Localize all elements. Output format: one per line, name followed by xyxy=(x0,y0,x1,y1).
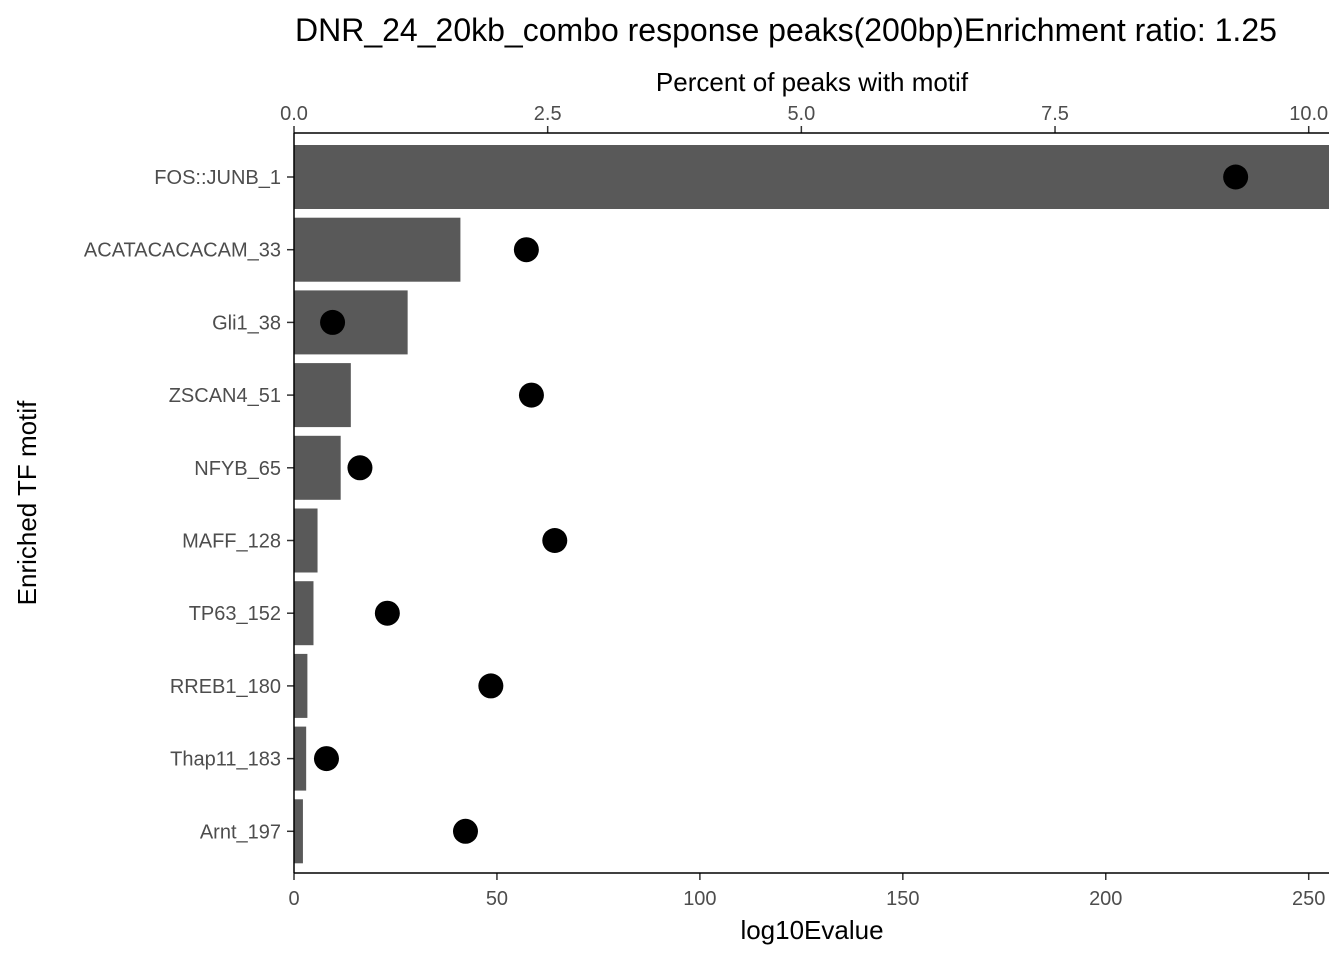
bottom-tick-label: 250 xyxy=(1292,888,1325,910)
points-layer xyxy=(313,164,1249,844)
y-tick-label: ZSCAN4_51 xyxy=(169,385,281,407)
y-tick-label: MAFF_128 xyxy=(182,531,281,553)
top-tick-label: 7.5 xyxy=(1041,103,1069,125)
bar-5 xyxy=(294,508,318,573)
bar-9 xyxy=(294,799,303,864)
bottom-tick-label: 150 xyxy=(886,888,919,910)
point-4 xyxy=(347,455,373,481)
top-tick-label: 2.5 xyxy=(534,103,562,125)
y-tick-label: Gli1_38 xyxy=(212,312,281,334)
y-tick-label: Arnt_197 xyxy=(200,821,281,843)
y-tick-label: NFYB_65 xyxy=(194,458,281,480)
y-tick-label: RREB1_180 xyxy=(170,676,281,698)
y-axis: FOS::JUNB_1ACATACACACAM_33Gli1_38ZSCAN4_… xyxy=(84,167,294,843)
bar-4 xyxy=(294,435,341,500)
bar-1 xyxy=(294,217,461,282)
bar-2 xyxy=(294,290,408,355)
bar-0 xyxy=(294,145,1329,209)
point-1 xyxy=(513,237,539,263)
point-9 xyxy=(452,818,478,844)
top-axis: 0.0 2.5 5.0 7.5 10.0 xyxy=(280,103,1328,133)
point-5 xyxy=(542,528,568,553)
chart-title: DNR_24_20kb_combo response peaks(200bp)E… xyxy=(295,12,1277,48)
y-tick-label: TP63_152 xyxy=(189,603,281,625)
top-tick-label: 5.0 xyxy=(787,103,815,125)
bar-6 xyxy=(294,581,314,646)
y-tick-label: Thap11_183 xyxy=(170,749,281,771)
y-tick-label: ACATACACACAM_33 xyxy=(84,240,281,262)
top-tick-label: 0.0 xyxy=(280,103,308,125)
point-8 xyxy=(313,746,339,772)
top-axis-title: Percent of peaks with motif xyxy=(656,67,969,97)
point-6 xyxy=(374,600,400,626)
bar-3 xyxy=(294,363,351,428)
y-tick-label: FOS::JUNB_1 xyxy=(154,167,281,189)
point-7 xyxy=(478,673,504,699)
bottom-tick-label: 100 xyxy=(683,888,716,910)
bars-layer xyxy=(294,145,1329,864)
y-axis-title: Enriched TF motif xyxy=(12,400,42,605)
bottom-axis: 0 50 100 150 200 250 xyxy=(288,873,1325,910)
point-0 xyxy=(1223,164,1249,190)
bottom-tick-label: 50 xyxy=(486,888,508,910)
point-3 xyxy=(518,382,544,408)
point-2 xyxy=(320,309,346,335)
bar-7 xyxy=(294,653,308,718)
bar-8 xyxy=(294,726,307,791)
bottom-tick-label: 0 xyxy=(288,888,299,910)
bottom-axis-title: log10Evalue xyxy=(740,915,883,945)
bottom-tick-label: 200 xyxy=(1089,888,1122,910)
top-tick-label: 10.0 xyxy=(1289,103,1328,125)
